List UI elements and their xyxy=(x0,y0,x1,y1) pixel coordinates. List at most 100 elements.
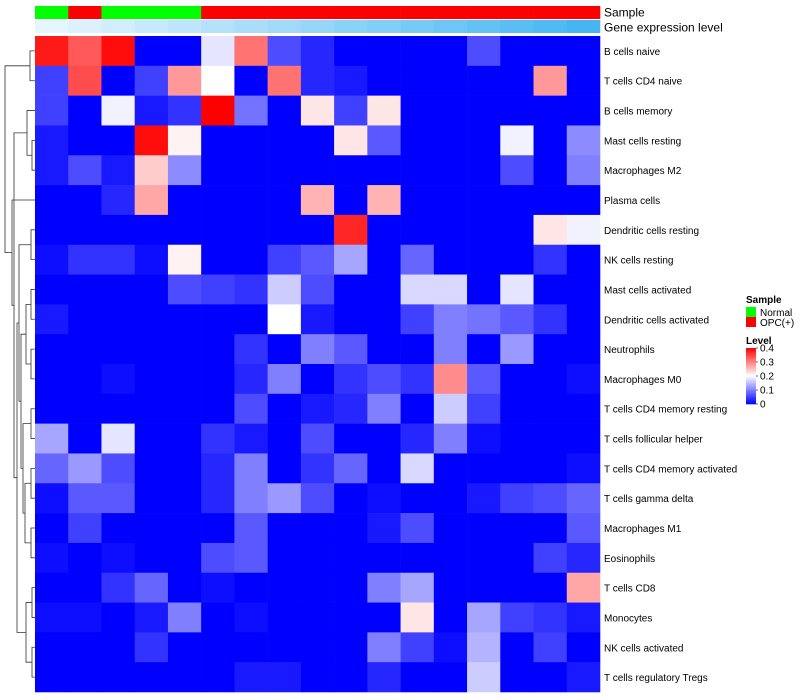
heatmap-cell xyxy=(101,572,136,603)
heatmap-cell xyxy=(400,513,435,544)
level-legend-title: Level xyxy=(746,336,772,347)
heatmap-cell xyxy=(234,513,268,544)
heatmap-cell xyxy=(201,632,235,663)
heatmap-cell xyxy=(234,95,268,126)
level-gradient-step xyxy=(746,384,756,387)
heatmap-cell xyxy=(134,542,169,574)
heatmap-cell xyxy=(234,364,268,395)
heatmap-cell xyxy=(267,65,302,96)
dendrogram-branch xyxy=(20,333,26,469)
heatmap-cell xyxy=(35,423,69,454)
heatmap-cell xyxy=(467,513,501,544)
heatmap-cell xyxy=(400,214,435,246)
heatmap-cell xyxy=(167,155,202,186)
heatmap-cell xyxy=(267,393,302,424)
heatmap-cell xyxy=(134,125,169,156)
annotation-labels: Sample Gene expression level xyxy=(604,6,723,35)
heatmap-cell xyxy=(300,185,335,216)
row-label: Macrophages M2 xyxy=(604,166,682,177)
heatmap-cell xyxy=(201,364,235,395)
heatmap-cell xyxy=(467,36,501,67)
level-gradient-step xyxy=(746,380,756,382)
heatmap-cell xyxy=(467,95,501,126)
heatmap-cell xyxy=(400,423,435,454)
heatmap-cell xyxy=(167,185,202,216)
sample-legend-swatch xyxy=(746,307,756,317)
heatmap-cell xyxy=(367,423,401,454)
level-gradient-step xyxy=(746,373,756,375)
heatmap-cell xyxy=(68,334,102,365)
heatmap-cell xyxy=(101,453,136,484)
heatmap-cell xyxy=(367,95,401,126)
heatmap-cell xyxy=(267,542,302,574)
dendrogram-branch xyxy=(26,110,35,156)
heatmap-cell xyxy=(234,244,268,275)
sample-annotation-cell xyxy=(134,6,169,19)
heatmap-cell xyxy=(267,214,302,246)
heatmap-cell xyxy=(101,244,136,275)
heatmap-cell xyxy=(433,334,468,365)
heatmap-cell xyxy=(167,572,202,603)
heatmap-cell xyxy=(134,274,169,305)
heatmap-cell xyxy=(267,632,302,663)
heatmap-cell xyxy=(134,602,169,633)
heatmap-cell xyxy=(267,334,302,365)
heatmap-cell xyxy=(467,125,501,156)
heatmap-cell xyxy=(101,483,136,514)
heatmap-cell xyxy=(400,304,435,335)
heatmap-cell xyxy=(68,125,102,156)
row-label: T cells CD4 memory resting xyxy=(604,405,727,416)
heatmap-cell xyxy=(134,304,169,335)
sample-annotation-cell xyxy=(367,6,401,19)
heatmap-cell xyxy=(400,662,435,693)
heatmap-cell xyxy=(400,632,435,663)
heatmap-cell xyxy=(533,632,568,663)
heatmap-cell xyxy=(533,214,568,246)
heatmap-cell xyxy=(101,662,136,693)
heatmap-cell xyxy=(566,662,601,693)
heatmap-cell xyxy=(68,632,102,663)
heatmap-cell xyxy=(267,572,302,603)
heatmap-cell xyxy=(267,304,302,335)
sample-annotation-cell xyxy=(201,6,235,19)
heatmap-cell xyxy=(68,393,102,424)
heatmap-cell xyxy=(433,602,468,633)
heatmap-cell xyxy=(433,65,468,96)
level-gradient-step xyxy=(746,385,756,388)
heatmap-cell xyxy=(134,36,169,67)
heatmap-cell xyxy=(134,632,169,663)
heatmap-cell xyxy=(433,214,468,246)
gene-expression-annotation-cell xyxy=(433,20,468,33)
row-label: B cells naive xyxy=(604,47,661,58)
heatmap-cell xyxy=(367,304,401,335)
heatmap-cell xyxy=(566,572,601,603)
heatmap-cell xyxy=(300,36,335,67)
heatmap-cell xyxy=(400,483,435,514)
heatmap-cell xyxy=(68,423,102,454)
heatmap-cell xyxy=(334,364,368,395)
annotation-label-sample: Sample xyxy=(604,6,645,20)
heatmap-cell xyxy=(500,513,534,544)
heatmap-cell xyxy=(400,65,435,96)
level-gradient-step xyxy=(746,364,756,367)
heatmap-cell xyxy=(167,602,202,633)
heatmap-cell xyxy=(300,364,335,395)
row-labels: B cells naive T cells CD4 naive B cells me… xyxy=(604,47,737,684)
heatmap-cell xyxy=(334,513,368,544)
dendrogram-branch xyxy=(25,303,31,365)
heatmap-cell xyxy=(533,453,568,484)
gene-expression-annotation-cell xyxy=(566,20,601,33)
dendrogram-branch xyxy=(31,139,35,171)
heatmap-cell xyxy=(533,334,568,365)
heatmap-cell xyxy=(68,95,102,126)
heatmap-cell xyxy=(367,364,401,395)
heatmap-cell xyxy=(533,155,568,186)
heatmap-cell xyxy=(68,662,102,693)
heatmap-cell xyxy=(201,304,235,335)
heatmap-cell xyxy=(101,334,136,365)
sample-annotation-cell xyxy=(433,6,468,19)
level-gradient-step xyxy=(746,391,756,394)
heatmap-cell xyxy=(467,364,501,395)
heatmap-cell xyxy=(334,662,368,693)
